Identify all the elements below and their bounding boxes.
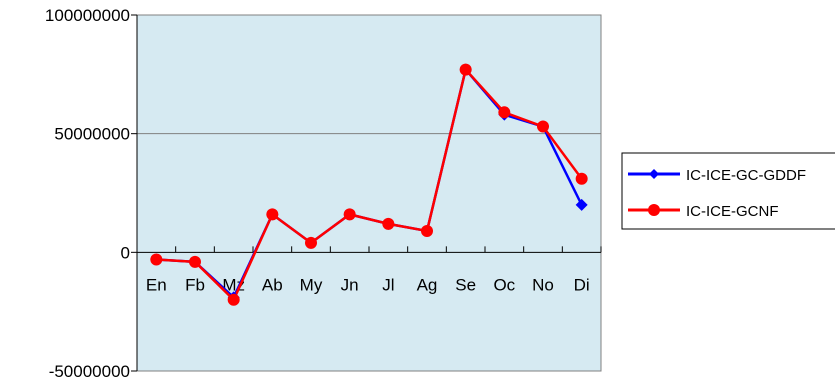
legend-marker-circle-icon — [648, 204, 660, 216]
x-tick-label: No — [532, 275, 554, 294]
data-point-circle — [498, 106, 510, 118]
legend-label-gc-gddf: IC-ICE-GC-GDDF — [686, 167, 806, 184]
x-tick-label: Jn — [341, 275, 359, 294]
x-tick-label: Ag — [417, 275, 438, 294]
x-tick-label: Di — [574, 275, 590, 294]
x-tick-label: Oc — [493, 275, 515, 294]
data-point-circle — [305, 237, 317, 249]
x-tick-label: Jl — [382, 275, 394, 294]
x-tick-label: My — [300, 275, 323, 294]
y-tick-labels: -50000000 0 50000000 100000000 — [45, 6, 130, 381]
data-point-circle — [150, 253, 162, 265]
legend-label-gcnf: IC-ICE-GCNF — [686, 203, 779, 220]
data-point-circle — [576, 173, 588, 185]
x-tick-label: Fb — [185, 275, 205, 294]
data-point-circle — [460, 64, 472, 76]
y-tick-label: 100000000 — [45, 6, 130, 25]
plot-area — [137, 15, 601, 371]
y-tick-label: 50000000 — [54, 125, 130, 144]
x-tick-label: Se — [455, 275, 476, 294]
data-point-circle — [421, 225, 433, 237]
y-tick-label: 0 — [121, 243, 130, 262]
data-point-circle — [228, 294, 240, 306]
data-point-circle — [382, 218, 394, 230]
data-point-circle — [537, 121, 549, 133]
data-point-circle — [189, 256, 201, 268]
x-tick-label: En — [146, 275, 167, 294]
legend: IC-ICE-GC-GDDF IC-ICE-GCNF — [622, 153, 835, 229]
data-point-circle — [266, 208, 278, 220]
y-tick-label: -50000000 — [49, 362, 130, 381]
x-tick-label: Ab — [262, 275, 283, 294]
data-point-circle — [344, 208, 356, 220]
